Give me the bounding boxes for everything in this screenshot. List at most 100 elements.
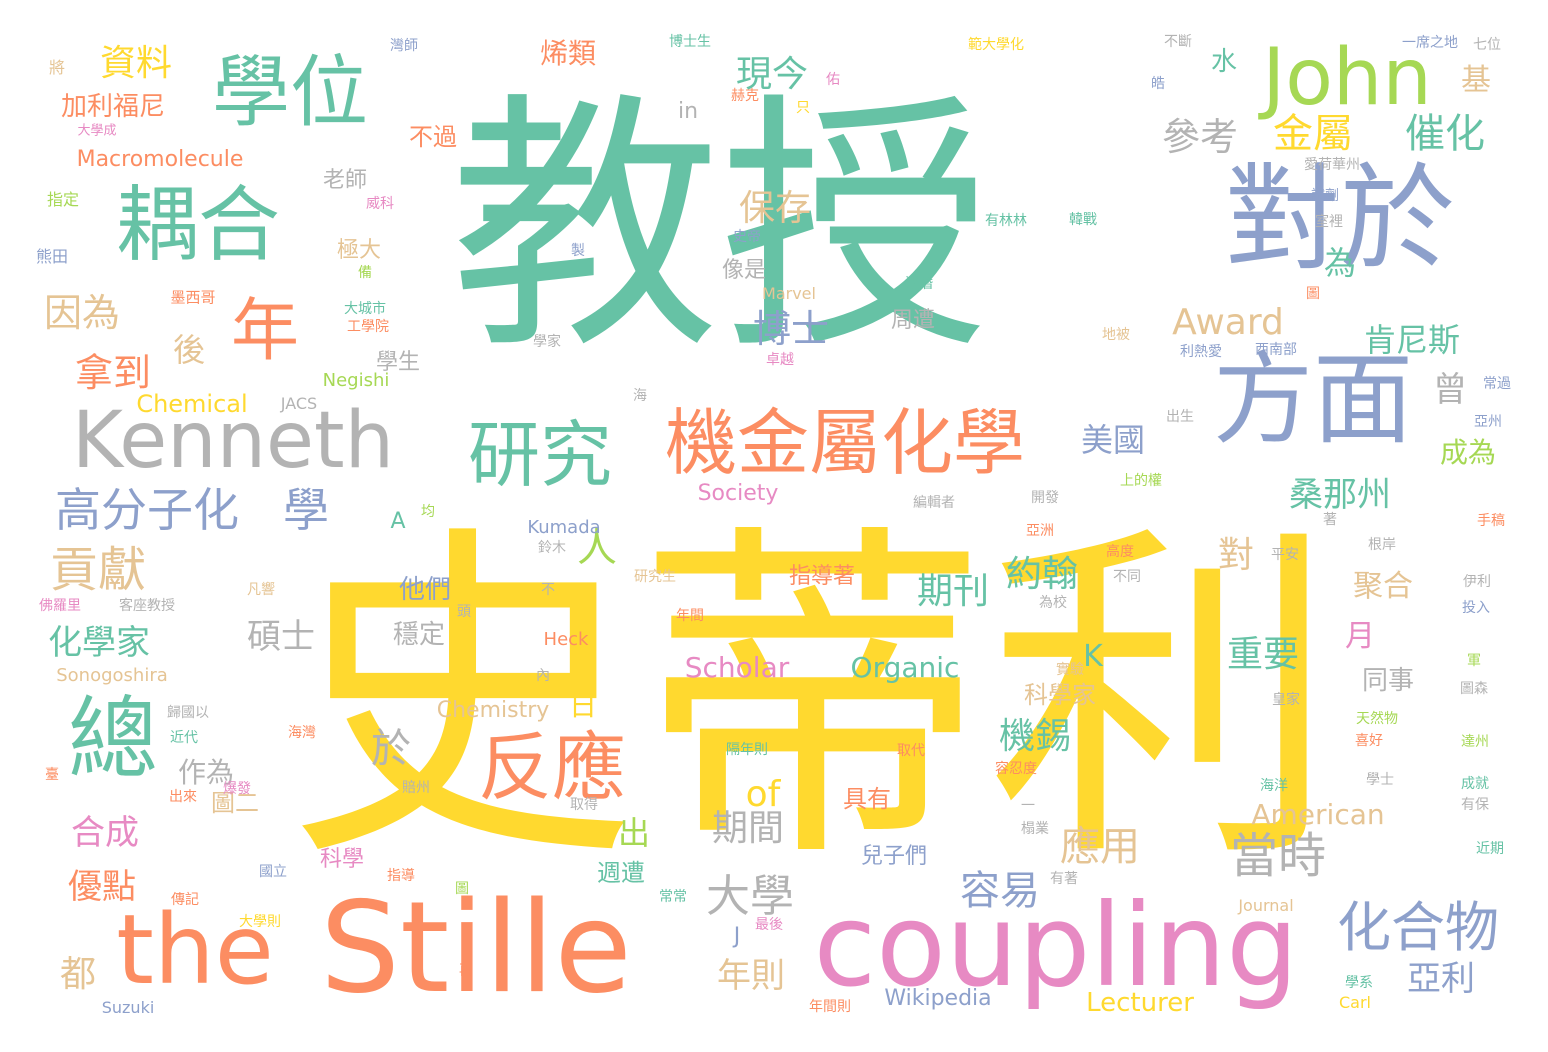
word-butong: 不同 (1113, 569, 1141, 585)
word-yingyong: 應用 (1060, 824, 1140, 870)
word-genan: 根岸 (1368, 537, 1396, 553)
word-lingmu: 鈴木 (538, 540, 566, 556)
word-zuihou: 最後 (755, 917, 783, 933)
word-zhuanji: 傳記 (171, 892, 199, 908)
word-gaofenzihua: 高分子化 (55, 483, 239, 537)
word-zhidaozhu: 指導著 (788, 564, 856, 589)
word-zhi2: 製 (571, 243, 585, 259)
word-hao: 皓 (1151, 76, 1165, 92)
word-scholar: Scholar (684, 651, 790, 684)
word-yixizhidi: 一席之地 (1402, 35, 1458, 51)
word-daxuecheng: 大學成 (77, 123, 117, 139)
word-xilei: 烯類 (539, 37, 597, 70)
word-ji: 基 (1461, 63, 1491, 98)
word-zhu: 著 (1323, 512, 1337, 528)
word-nei: 內 (536, 668, 550, 684)
word-pingan: 平安 (1271, 547, 1299, 563)
word-qikan: 期刊 (916, 571, 990, 612)
word-zai: 再 (459, 963, 473, 979)
word-negishi: Negishi (322, 370, 390, 391)
word-suzuki: Suzuki (101, 998, 155, 1017)
word-gaodu: 高度 (1106, 544, 1134, 560)
word-boshi: 博士 (752, 307, 830, 351)
word-erzimen: 兒子們 (860, 844, 928, 869)
word-dui: 對 (1217, 535, 1255, 576)
word-hai: 海 (633, 388, 647, 404)
word-qiwei: 七位 (1473, 37, 1501, 53)
word-jinshu: 金屬 (1273, 111, 1353, 157)
word-rongyi: 容易 (960, 868, 1040, 914)
word-tongshi: 同事 (1361, 666, 1415, 696)
word-macromolecule: Macromolecule (76, 147, 244, 172)
word-of: of (745, 774, 781, 815)
word-xinanbu: 西南部 (1255, 342, 1297, 358)
word-lireai: 利熱愛 (1180, 344, 1222, 360)
word-sangnazhou: 桑那州 (1289, 475, 1391, 515)
word-shui: 水 (1210, 47, 1238, 77)
word-peizhou: 賠州 (402, 780, 430, 796)
word-nadao: 拿到 (74, 351, 152, 395)
word-haiyang: 海洋 (1260, 778, 1288, 794)
word-tou: 頭 (457, 604, 471, 620)
word-xuesheng: 學生 (375, 350, 421, 375)
word-buduan: 不斷 (1164, 34, 1192, 50)
word-jinqi: 近期 (1476, 841, 1504, 857)
word-the: the (116, 894, 274, 1006)
word-tamen: 他們 (398, 575, 452, 605)
word-nianze: 年則 (717, 956, 785, 996)
word-duiyu: 對於 (1224, 152, 1456, 287)
word-yili: 伊利 (1463, 574, 1491, 590)
word-daxue: 大學 (706, 871, 794, 922)
word-jialifuni: 加利福尼 (60, 92, 166, 122)
word-yuehan: 約翰 (1005, 554, 1079, 595)
word-guiguoyi: 歸國以 (167, 705, 209, 721)
word-tianranwu: 天然物 (1356, 711, 1398, 727)
word-touru: 投入 (1462, 600, 1490, 616)
word-buguo: 不過 (409, 123, 457, 151)
word-qijian: 期間 (711, 808, 785, 849)
word-fandaxuehua: 範大學化 (968, 37, 1024, 53)
word-kezuojiaoshou: 客座教授 (119, 598, 175, 614)
word-baofa: 爆發 (223, 781, 251, 797)
word-tuer: 圖二 (211, 789, 259, 817)
word-nianjianze: 年間則 (809, 999, 851, 1015)
word-jiaoshou: 教授 (450, 70, 990, 385)
word-haiwan: 海灣 (288, 725, 316, 741)
word-kumada: Kumada (527, 517, 601, 538)
word-shuoshi: 碩士 (247, 617, 315, 657)
word-xuewei: 學位 (211, 48, 369, 138)
word-kexue: 科學 (319, 847, 365, 872)
word-zhouzao-a: 週遭 (597, 859, 645, 887)
word-dachengshi: 大城市 (344, 301, 386, 317)
word-huahewu: 化合物 (1337, 896, 1499, 959)
word-shili: 室裡 (1315, 214, 1343, 230)
word-jacs: JACS (280, 394, 318, 413)
word-dou: 都 (59, 954, 97, 995)
word-shiji: 試劑 (1311, 188, 1339, 204)
word-huangjia: 皇家 (1272, 692, 1300, 708)
word-kexuejia: 科學家 (1024, 681, 1096, 709)
word-organic: Organic (850, 651, 960, 684)
word-genianze: 隔年則 (726, 742, 768, 758)
word-youzhu: 有著 (1050, 871, 1078, 887)
word-yu: 於 (371, 726, 411, 772)
word-tai: 臺 (45, 767, 59, 783)
word-xuejia: 學家 (533, 334, 561, 350)
word-k: K (1083, 639, 1103, 674)
word-jixi: 機錫 (998, 716, 1072, 757)
word-juyou: 具有 (843, 785, 891, 813)
word-chemistry: Chemistry (436, 698, 550, 723)
word-shiyan: 實驗 (1056, 662, 1084, 678)
word-hou: 後 (172, 331, 206, 369)
word-zhongyao: 重要 (1226, 634, 1300, 675)
word-bu: 不 (541, 582, 555, 598)
word-chulai: 出來 (169, 789, 197, 805)
word-wending: 穩定 (392, 620, 446, 650)
word-dibei: 地被 (1102, 327, 1130, 343)
word-zhouzao-b: 周遭 (890, 308, 936, 333)
word-jijinshu-huaxue: 機金屬化學 (664, 401, 1026, 485)
word-chemical: Chemical (136, 390, 248, 418)
word-xue: 學 (283, 483, 329, 537)
word-shangdequan: 上的權 (1120, 473, 1162, 489)
word-john: John (1262, 33, 1432, 123)
